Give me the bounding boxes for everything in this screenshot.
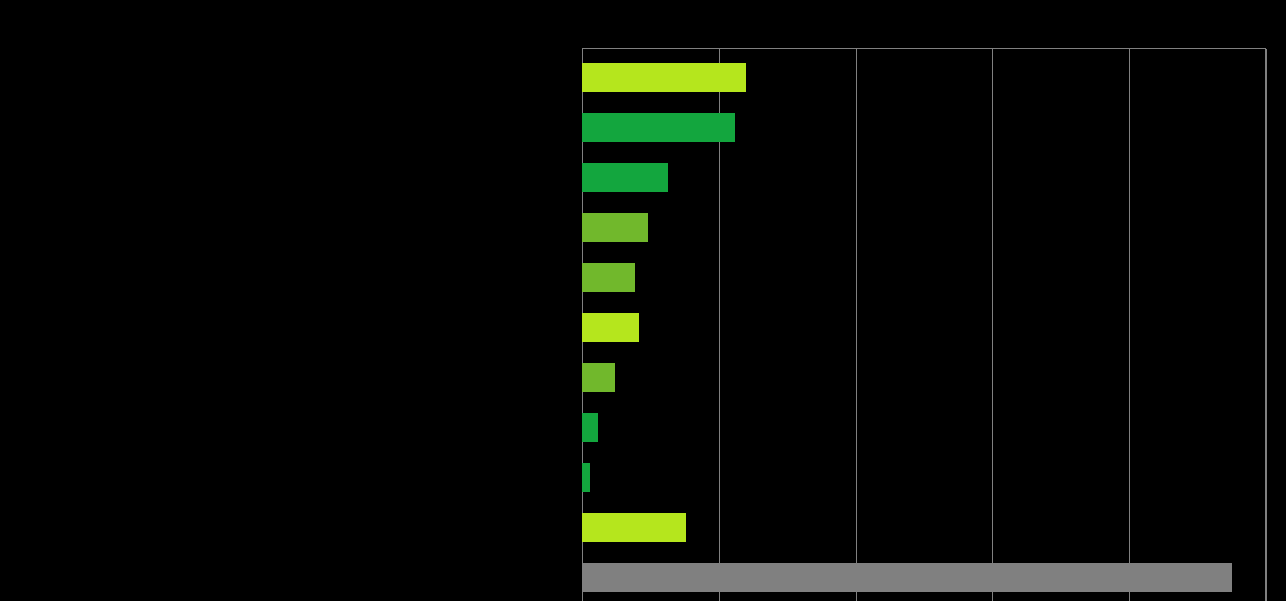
bar — [582, 463, 590, 492]
bar — [582, 263, 635, 292]
bar — [582, 63, 746, 92]
bar — [582, 313, 639, 342]
bar — [582, 163, 668, 192]
bar — [582, 563, 1232, 592]
bar — [582, 513, 686, 542]
bar — [582, 213, 648, 242]
bar — [582, 413, 598, 442]
plot-area — [582, 48, 1266, 601]
bar — [582, 363, 615, 392]
chart-container — [0, 0, 1286, 601]
gridline — [856, 49, 857, 601]
bar — [582, 113, 735, 142]
gridline — [1266, 49, 1267, 601]
gridline — [992, 49, 993, 601]
gridline — [1129, 49, 1130, 601]
